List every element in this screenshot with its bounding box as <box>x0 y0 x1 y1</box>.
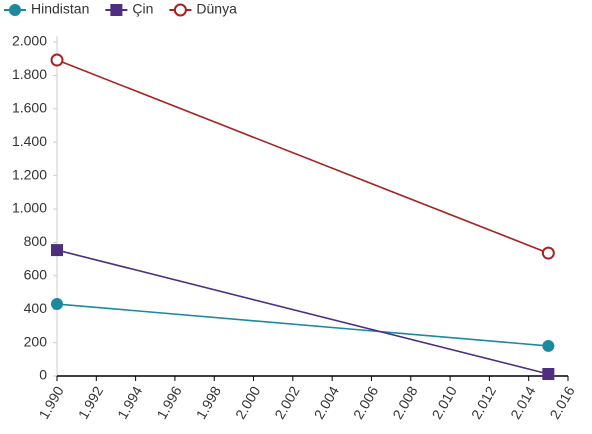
point <box>51 298 63 311</box>
legend-marker <box>9 4 21 16</box>
y-tick-label: 600 <box>24 267 48 283</box>
x-tick-label: 2.010 <box>429 383 460 422</box>
x-tick-label: 1.994 <box>114 383 145 422</box>
point <box>51 244 63 257</box>
y-tick-label: 1.000 <box>12 200 47 216</box>
legend-marker <box>110 4 123 16</box>
x-tick-label: 2.002 <box>271 383 302 422</box>
x-tick-label: 2.006 <box>350 383 381 422</box>
y-tick-label: 0 <box>39 367 47 383</box>
series-line <box>56 59 549 254</box>
series-line <box>56 303 549 347</box>
y-tick-label: 2.000 <box>12 33 47 49</box>
x-tick-label: 2.016 <box>546 383 577 422</box>
x-tick-label: 2.004 <box>311 383 342 422</box>
legend-label: Hindistan <box>31 1 89 17</box>
point <box>542 367 555 380</box>
y-tick-label: 1.200 <box>12 166 47 182</box>
point <box>541 246 555 260</box>
point <box>542 339 555 352</box>
y-tick-label: 1.800 <box>12 66 47 82</box>
x-tick-label: 2.014 <box>507 383 538 422</box>
legend-marker <box>173 3 187 17</box>
y-tick-label: 1.600 <box>12 100 47 116</box>
point <box>50 53 64 67</box>
x-tick-label: 1.996 <box>153 383 184 422</box>
x-tick-label: 2.000 <box>232 383 263 422</box>
y-tick-label: 200 <box>24 333 48 349</box>
y-tick-label: 1.400 <box>12 133 47 149</box>
legend-label: Çin <box>132 1 153 17</box>
x-tick-label: 1.992 <box>75 383 106 422</box>
y-tick-label: 800 <box>24 233 48 249</box>
legend-label: Dünya <box>196 1 237 17</box>
x-tick-label: 2.008 <box>389 383 420 422</box>
x-tick-label: 1.990 <box>35 383 66 422</box>
y-tick-label: 400 <box>24 300 48 316</box>
series-line <box>56 249 549 375</box>
x-tick-label: 2.012 <box>468 383 499 422</box>
x-tick-label: 1.998 <box>193 383 224 422</box>
